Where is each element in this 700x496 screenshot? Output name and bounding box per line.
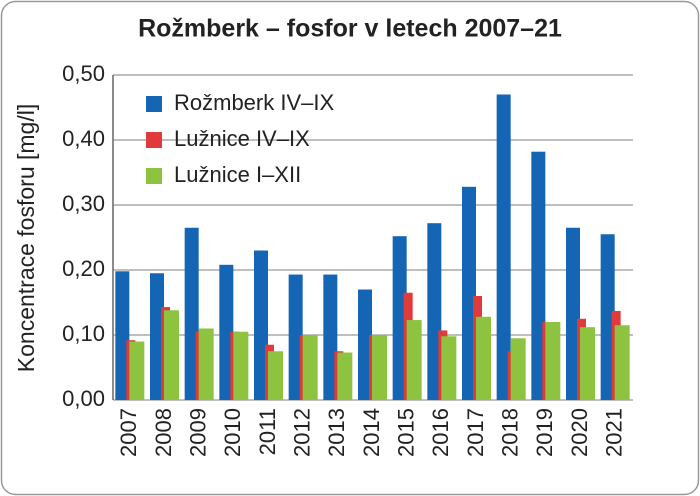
x-tick-label: 2008 <box>151 408 176 457</box>
x-tick-label: 2013 <box>324 408 349 457</box>
bar <box>406 320 422 400</box>
bar <box>392 236 407 400</box>
bar <box>441 336 457 400</box>
x-tick-label: 2018 <box>497 408 522 457</box>
bar <box>337 352 353 400</box>
bar <box>600 234 615 400</box>
y-tick-label: 0,20 <box>62 256 105 281</box>
bar <box>233 331 249 400</box>
x-tick-label: 2011 <box>255 408 280 455</box>
x-tick-label: 2010 <box>220 408 245 457</box>
bar <box>476 316 491 400</box>
bar <box>288 274 303 400</box>
x-tick-label: 2021 <box>601 408 626 457</box>
legend-swatch <box>146 96 162 112</box>
x-tick-label: 2014 <box>359 408 384 457</box>
y-tick-label: 0,10 <box>62 321 105 346</box>
y-tick-label: 0,30 <box>62 191 105 216</box>
x-tick-label: 2007 <box>116 408 141 457</box>
x-tick-label: 2015 <box>393 408 418 457</box>
y-tick-label: 0,40 <box>62 126 105 151</box>
bar <box>358 289 372 400</box>
bar <box>129 341 145 400</box>
x-tick-label: 2012 <box>289 408 314 457</box>
bar <box>496 94 511 400</box>
x-tick-label: 2017 <box>463 408 488 457</box>
bar <box>462 186 476 400</box>
bar <box>150 273 164 400</box>
legend-label: Rožmberk IV–IX <box>174 90 334 115</box>
bar <box>580 327 595 400</box>
bar <box>115 271 130 400</box>
bar <box>323 274 338 400</box>
bar <box>531 151 546 400</box>
bar <box>427 223 442 400</box>
x-tick-label: 2009 <box>185 408 210 457</box>
y-tick-label: 0,00 <box>62 386 105 411</box>
bar <box>566 227 580 400</box>
bar <box>614 325 630 400</box>
bar <box>268 351 283 400</box>
x-tick-label: 2019 <box>532 408 557 457</box>
legend-swatch <box>146 168 162 184</box>
x-tick-label: 2016 <box>428 408 453 457</box>
legend-swatch <box>146 132 162 148</box>
y-axis-label: Koncentrace fosforu [mg/l] <box>13 104 39 372</box>
bar <box>164 310 179 400</box>
bar <box>510 338 526 400</box>
bar <box>254 250 268 400</box>
x-tick-label: 2020 <box>567 408 592 457</box>
chart-title: Rožmberk – fosfor v letech 2007–21 <box>138 15 562 43</box>
y-tick-label: 0,50 <box>62 61 105 86</box>
bar <box>545 322 561 400</box>
bar <box>219 264 234 400</box>
bar <box>198 328 214 400</box>
bar <box>184 227 199 400</box>
legend-label: Lužnice I–XII <box>174 162 301 187</box>
bar <box>302 335 318 400</box>
bar <box>372 335 387 400</box>
legend-label: Lužnice IV–IX <box>174 126 310 151</box>
